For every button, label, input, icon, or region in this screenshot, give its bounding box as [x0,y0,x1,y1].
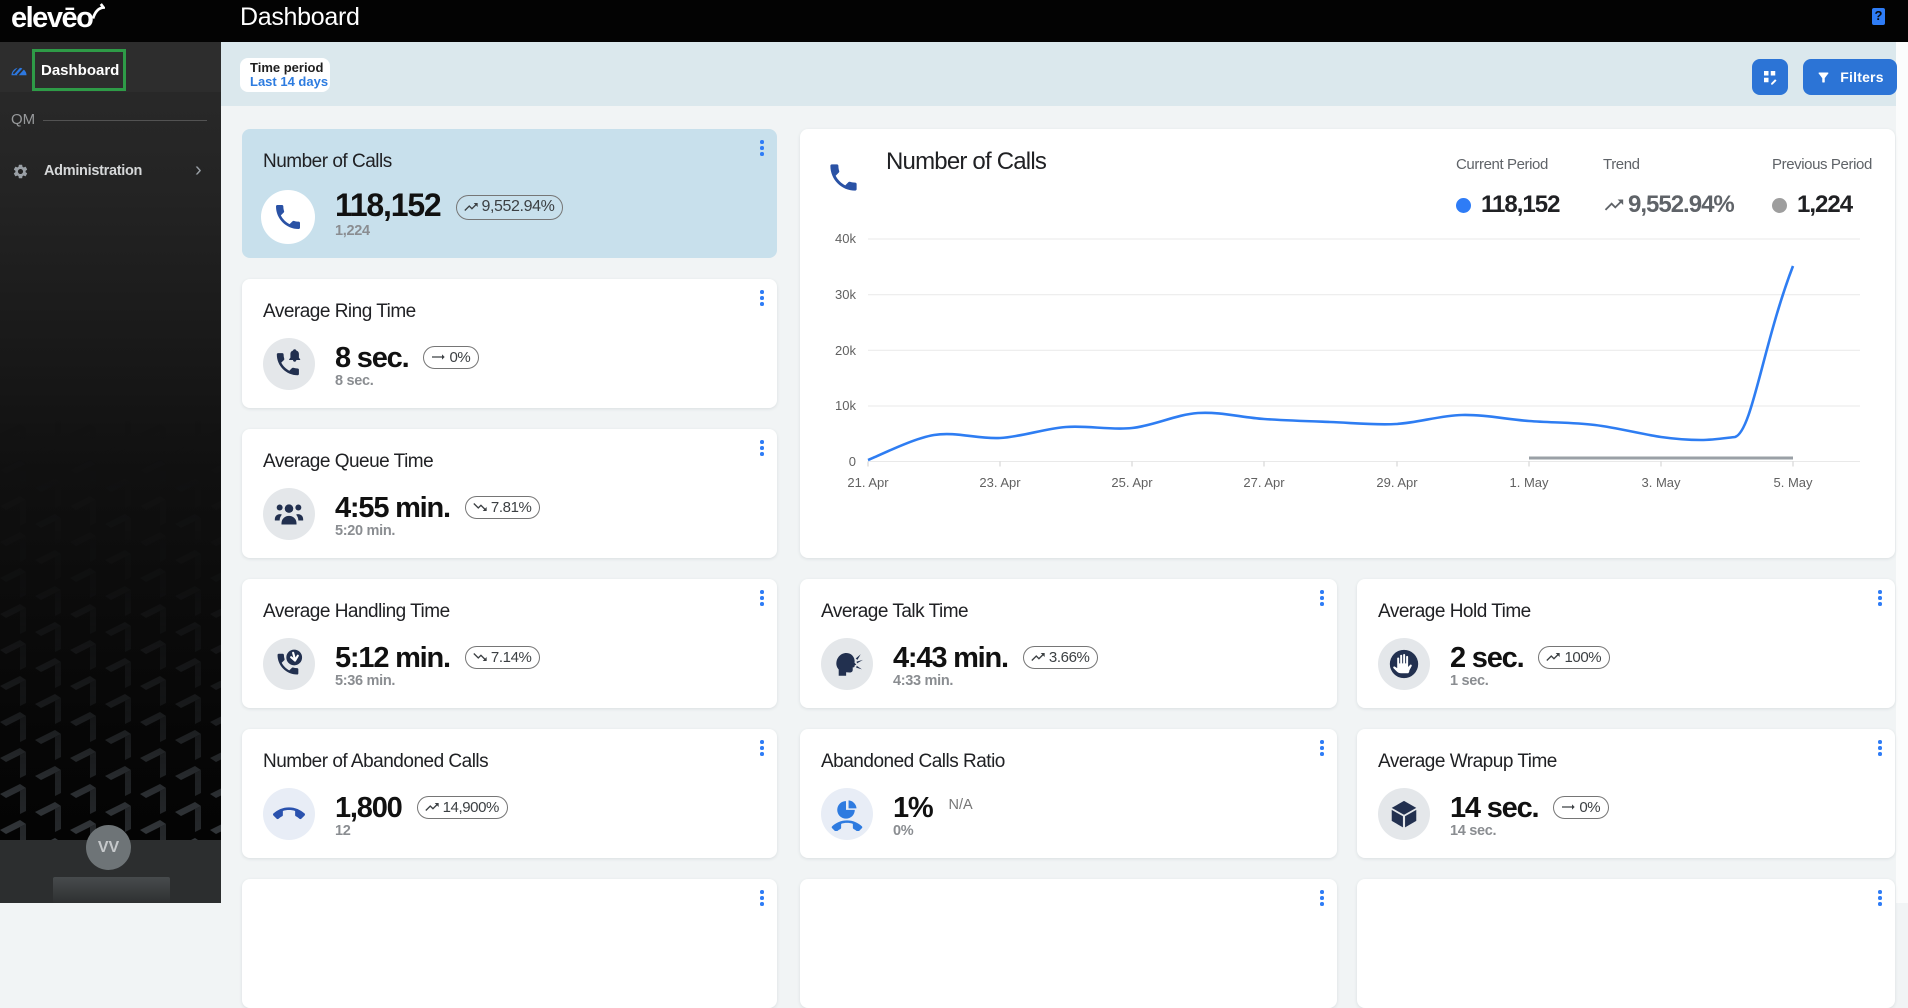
svg-text:30k: 30k [835,287,856,302]
svg-text:25. Apr: 25. Apr [1111,475,1153,490]
svg-text:23. Apr: 23. Apr [979,475,1021,490]
svg-text:21. Apr: 21. Apr [847,475,889,490]
svg-text:29. Apr: 29. Apr [1376,475,1418,490]
svg-text:5. May: 5. May [1773,475,1813,490]
svg-text:40k: 40k [835,231,856,246]
svg-text:0: 0 [849,454,856,469]
svg-text:1. May: 1. May [1509,475,1549,490]
svg-text:3. May: 3. May [1641,475,1681,490]
svg-text:20k: 20k [835,343,856,358]
svg-text:10k: 10k [835,398,856,413]
svg-text:27. Apr: 27. Apr [1243,475,1285,490]
